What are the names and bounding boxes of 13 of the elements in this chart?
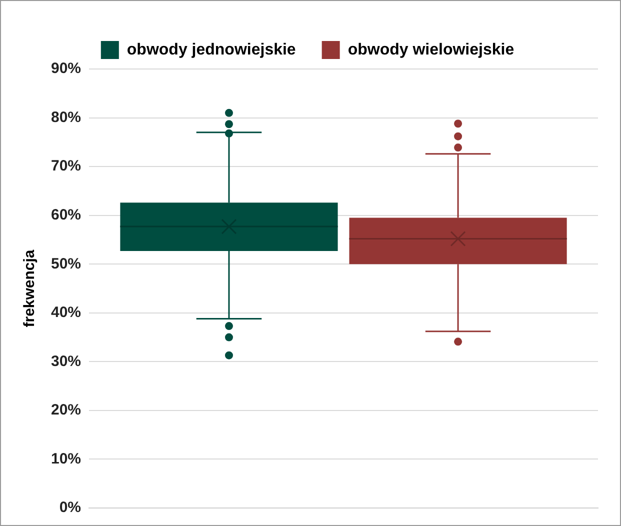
y-tick-label: 50%: [50, 255, 82, 272]
y-axis-title: frekwencja: [21, 249, 38, 328]
legend-label: obwody jednowiejskie: [126, 41, 296, 58]
y-tick-label: 70%: [50, 158, 82, 175]
y-tick-label: 20%: [50, 402, 82, 419]
y-tick-label: 60%: [50, 206, 82, 224]
legend-label: obwody wielowiejskie: [348, 41, 514, 58]
y-tick-label: 10%: [50, 450, 82, 468]
y-tick-label: 80%: [50, 108, 82, 126]
y-tick-label: 30%: [50, 352, 82, 370]
y-tick-label: 90%: [50, 60, 82, 78]
y-tick-label: 40%: [50, 304, 82, 322]
y-tick-label: 0%: [59, 499, 82, 516]
